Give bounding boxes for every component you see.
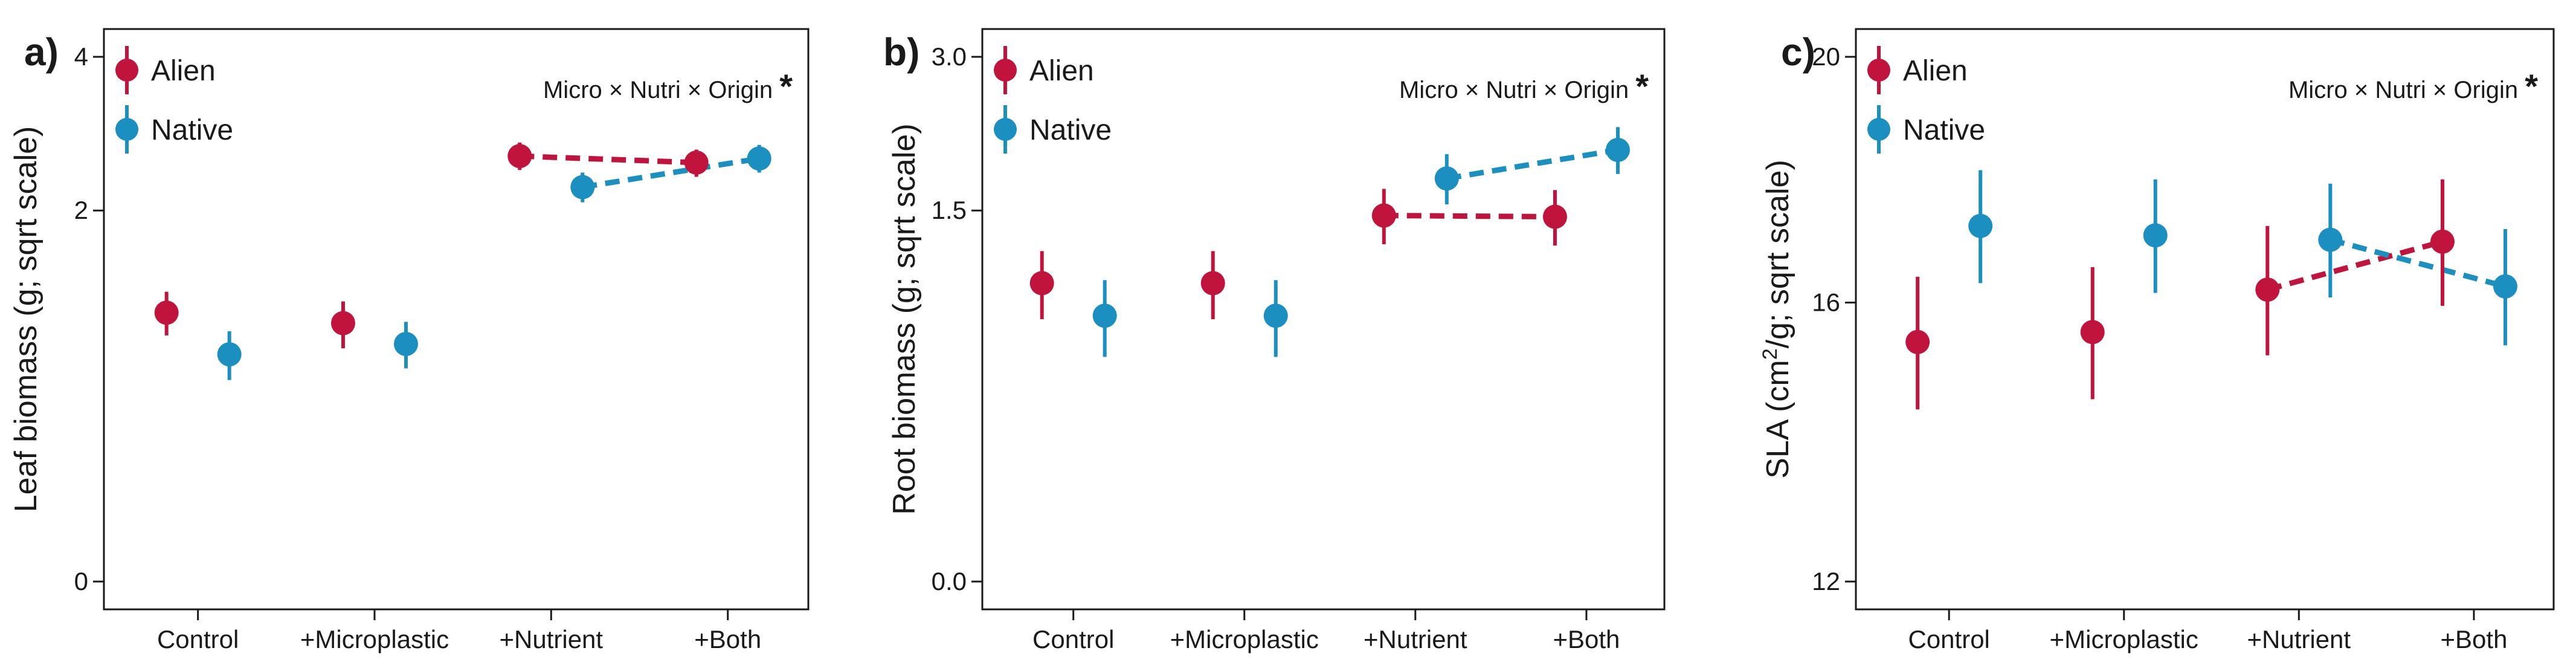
point-native: [1092, 303, 1117, 328]
legend-marker-native: [115, 118, 138, 141]
x-tick-label: +Both: [2441, 625, 2508, 653]
plot-frame: [981, 28, 1666, 611]
x-tick-label: +Nutrient: [1364, 625, 1467, 653]
x-tick-label: Control: [157, 625, 239, 653]
legend-label-alien: Alien: [1029, 55, 1094, 87]
point-alien: [684, 150, 709, 175]
panel-letter: c): [1781, 30, 1815, 74]
panel-letter: a): [24, 30, 59, 74]
dashed-line-native: [582, 155, 760, 190]
plot-frame: [1855, 28, 2555, 611]
y-tick-label: 0.0: [932, 567, 967, 595]
y-tick-label: 0: [74, 567, 88, 595]
x-tick-label: +Nutrient: [2247, 625, 2351, 653]
legend-marker-alien: [115, 59, 138, 82]
legend-marker-native: [1867, 118, 1890, 141]
legend-label-native: Native: [151, 114, 233, 146]
point-alien: [2255, 277, 2280, 302]
point-alien: [154, 300, 179, 325]
point-alien: [507, 144, 532, 169]
y-tick-label: 20: [1812, 42, 1840, 71]
y-axis-title: Leaf biomass (g; sqrt scale): [8, 126, 43, 513]
point-alien: [1029, 271, 1054, 296]
point-native: [2493, 274, 2517, 299]
point-native: [1605, 137, 1630, 162]
point-native: [217, 342, 242, 367]
interaction-annotation: Micro × Nutri × Origin *: [543, 67, 793, 105]
dashed-line-native: [1446, 147, 1618, 181]
point-alien: [2080, 320, 2105, 345]
point-native: [2143, 223, 2168, 248]
x-tick-label: +Microplastic: [2050, 625, 2198, 653]
dashed-line-alien: [520, 153, 697, 166]
interaction-annotation: Micro × Nutri × Origin *: [2288, 67, 2538, 105]
y-tick-label: 3.0: [932, 42, 967, 71]
dashed-line-alien: [1383, 212, 1555, 220]
point-native: [1968, 213, 1993, 238]
dashed-line-native: [2330, 237, 2507, 290]
x-tick-label: +Microplastic: [1170, 625, 1319, 653]
x-tick-label: Control: [1908, 625, 1989, 653]
point-native: [393, 331, 418, 356]
legend-marker-alien: [994, 59, 1017, 82]
legend-label-alien: Alien: [1903, 55, 1968, 87]
point-alien: [1542, 204, 1567, 229]
y-axis-title: SLA (cm2/g; sqrt scale): [1759, 160, 1795, 479]
point-alien: [1200, 271, 1225, 296]
y-axis-title: Root biomass (g; sqrt scale): [887, 123, 922, 514]
x-tick-label: Control: [1032, 625, 1114, 653]
panel-1: a) 0 2 4 Control +Microplastic +Nutrient +Both L…: [8, 28, 810, 653]
legend-marker-native: [994, 118, 1017, 141]
panel-2: b) 0.0 1.5 3.0 Control +Microplastic +Nutrient…: [883, 28, 1666, 653]
y-tick-label: 12: [1812, 567, 1840, 595]
legend-label-native: Native: [1903, 114, 1985, 146]
point-alien: [1371, 203, 1396, 228]
panel-letter: b): [883, 30, 919, 74]
y-tick-label: 1.5: [932, 196, 967, 224]
x-tick-label: +Microplastic: [300, 625, 449, 653]
point-native: [2318, 227, 2343, 252]
point-alien: [2430, 229, 2455, 254]
legend-label-alien: Alien: [151, 55, 216, 87]
point-native: [747, 146, 771, 171]
point-alien: [330, 311, 355, 336]
point-native: [570, 175, 595, 199]
plot-frame: [103, 28, 810, 611]
legend-label-native: Native: [1029, 114, 1112, 146]
x-tick-label: +Both: [694, 625, 761, 653]
point-alien: [1905, 329, 1930, 354]
point-native: [1434, 166, 1459, 191]
legend-marker-alien: [1867, 59, 1890, 82]
x-tick-label: +Both: [1553, 625, 1620, 653]
dashed-line-alien: [2267, 239, 2444, 293]
y-tick-label: 4: [74, 42, 88, 71]
interaction-annotation: Micro × Nutri × Origin *: [1399, 67, 1649, 105]
point-native: [1263, 303, 1288, 328]
y-tick-label: 2: [74, 196, 88, 224]
panel-3: c) 12 16 20 Control +Microplastic +Nutrient +Bo…: [1759, 28, 2555, 653]
x-tick-label: +Nutrient: [499, 625, 603, 653]
y-tick-label: 16: [1812, 288, 1840, 317]
